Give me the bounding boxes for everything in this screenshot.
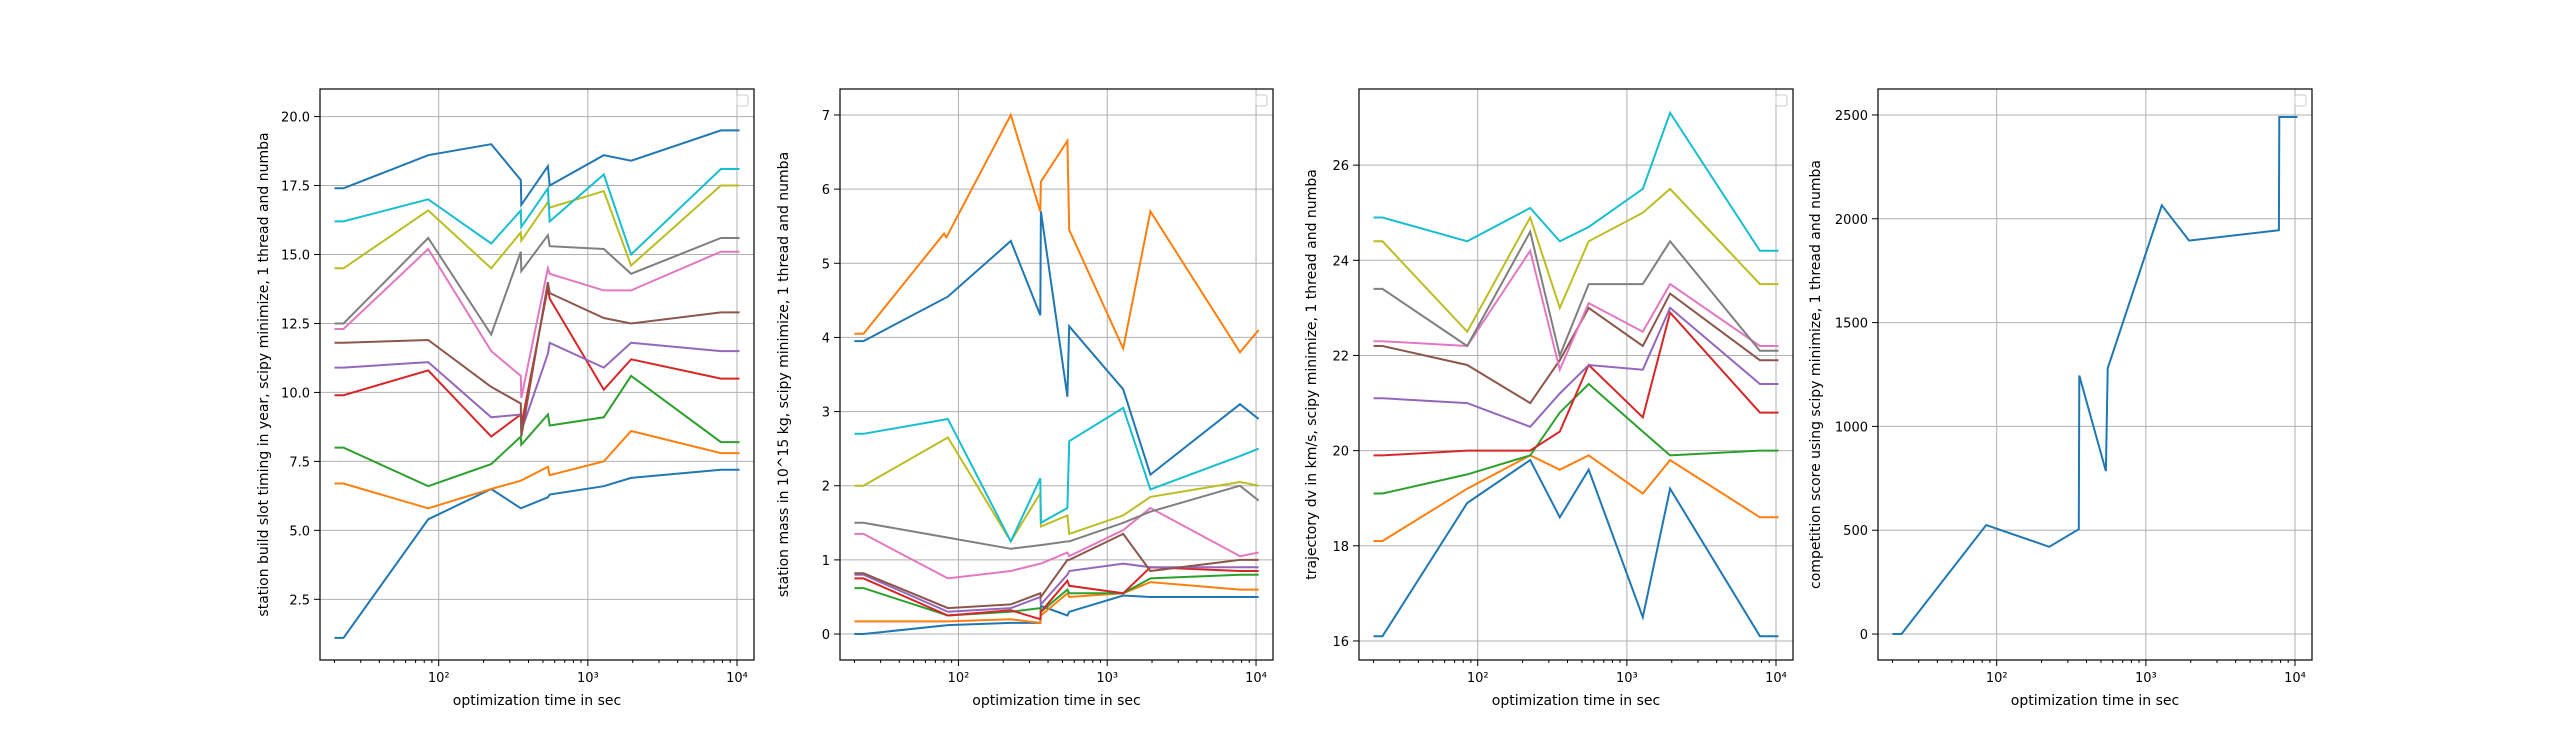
- series-line-7: [1373, 248, 1779, 373]
- y-tick-label: 0: [1860, 628, 1868, 643]
- x-tick-label: 10³: [577, 671, 599, 686]
- y-tick-label: 5.0: [289, 524, 310, 539]
- series-line-5: [334, 341, 740, 432]
- series-line-2: [334, 429, 740, 510]
- series-line-2: [854, 581, 1259, 625]
- x-tick-label: 10²: [1467, 671, 1489, 686]
- series-line-10: [334, 168, 740, 257]
- y-tick-label: 1500: [1835, 317, 1868, 332]
- y-tick-label: 24: [1332, 254, 1349, 269]
- axes-frame: [839, 88, 1274, 661]
- y-tick-label: 7.5: [289, 455, 310, 470]
- y-axis-title: station mass in 10^15 kg, scipy minimize…: [776, 152, 792, 597]
- series-line-8: [334, 232, 740, 337]
- y-tick-label: 2000: [1835, 213, 1868, 228]
- chart-panel-4: 10² 10³ 10⁴ 0 500 1000 1500 2000 2500 optimizatio…: [1808, 88, 2313, 709]
- x-tick-label: 10²: [428, 671, 450, 686]
- series-line-11: [334, 129, 740, 209]
- series-line-1: [854, 594, 1259, 635]
- y-tick-label: 500: [1843, 524, 1868, 539]
- y-tick-label: 1000: [1835, 420, 1868, 435]
- series-line-1: [1373, 458, 1779, 638]
- series-line-6: [334, 281, 740, 437]
- y-axis-title: competition score using scipy minimize, …: [1808, 160, 1824, 589]
- y-tick-label: 0: [822, 628, 830, 643]
- series-line-10: [854, 406, 1259, 544]
- legend-box: [736, 94, 749, 107]
- y-tick-label: 1: [822, 554, 830, 569]
- series-line-2: [1373, 454, 1779, 542]
- x-tick-label: 10⁴: [1765, 671, 1787, 686]
- x-axis-title: optimization time in sec: [972, 693, 1140, 709]
- y-tick-label: 16: [1332, 635, 1349, 650]
- axes-frame: [1358, 88, 1794, 661]
- x-axis-title: optimization time in sec: [453, 693, 621, 709]
- x-tick-label: 10⁴: [1245, 671, 1267, 686]
- series-line-1: [1892, 116, 2298, 635]
- y-tick-label: 12.5: [281, 317, 310, 332]
- y-axis-title: station build slot timing in year, scipy…: [256, 132, 272, 616]
- x-axis-title: optimization time in sec: [2011, 693, 2179, 709]
- series-line-8: [854, 484, 1260, 550]
- y-axis-title: trajectory dv in km/s, scipy minimize, 1…: [1304, 169, 1320, 580]
- series-line-5: [854, 562, 1259, 613]
- x-tick-label: 10³: [2135, 671, 2157, 686]
- x-tick-label: 10⁴: [2284, 671, 2306, 686]
- y-tick-label: 2.5: [289, 593, 310, 608]
- y-tick-label: 2: [822, 480, 830, 495]
- series-line-5: [1373, 306, 1779, 428]
- axes-frame: [319, 88, 755, 661]
- series-line-9: [1373, 187, 1779, 334]
- legend-box: [1775, 94, 1788, 107]
- series-line-3: [334, 374, 740, 488]
- y-tick-label: 20: [1332, 445, 1349, 460]
- y-tick-label: 4: [822, 331, 830, 346]
- y-tick-label: 5: [822, 257, 830, 272]
- y-tick-label: 6: [822, 183, 830, 198]
- series-line-6: [854, 532, 1259, 610]
- y-tick-label: 20.0: [281, 111, 310, 126]
- x-tick-label: 10²: [948, 671, 970, 686]
- x-axis-title: optimization time in sec: [1492, 693, 1660, 709]
- y-tick-label: 17.5: [281, 180, 310, 195]
- series-line-9: [854, 436, 1259, 544]
- y-tick-label: 22: [1332, 349, 1349, 364]
- x-tick-label: 10³: [1616, 671, 1638, 686]
- y-tick-label: 15.0: [281, 249, 310, 264]
- y-tick-label: 3: [822, 406, 830, 421]
- legend-box: [2294, 94, 2307, 107]
- x-tick-label: 10³: [1096, 671, 1118, 686]
- legend-box: [1255, 94, 1268, 107]
- series-line-1: [334, 468, 740, 639]
- y-tick-label: 2500: [1835, 109, 1868, 124]
- series-line-11: [854, 211, 1260, 477]
- series-line-9: [334, 184, 740, 270]
- y-tick-label: 18: [1332, 540, 1349, 555]
- series-line-4: [1373, 310, 1779, 457]
- series-line-10: [1373, 110, 1779, 252]
- series-line-7: [334, 247, 740, 399]
- series-line-12: [854, 112, 1260, 354]
- chart-panel-3: 10² 10³ 10⁴ 16 18 20 22 24 26 optimization time i…: [1304, 88, 1794, 709]
- y-tick-label: 10.0: [281, 386, 310, 401]
- chart-panel-1: 10² 10³ 10⁴ 2.5 5.0 7.5 10.0 12.5 15.0 17.5 20.0 op…: [256, 88, 755, 709]
- series-line-8: [1373, 229, 1779, 359]
- series-line-7: [854, 506, 1259, 580]
- y-tick-label: 26: [1332, 159, 1349, 174]
- x-tick-label: 10⁴: [726, 671, 748, 686]
- axes-frame: [1877, 88, 2313, 661]
- x-tick-label: 10²: [1986, 671, 2008, 686]
- y-tick-label: 7: [822, 109, 830, 124]
- series-line-3: [854, 573, 1259, 617]
- chart-panel-2: 10² 10³ 10⁴ 0 1 2 3 4 5 6 7 optimization time in se…: [776, 88, 1274, 709]
